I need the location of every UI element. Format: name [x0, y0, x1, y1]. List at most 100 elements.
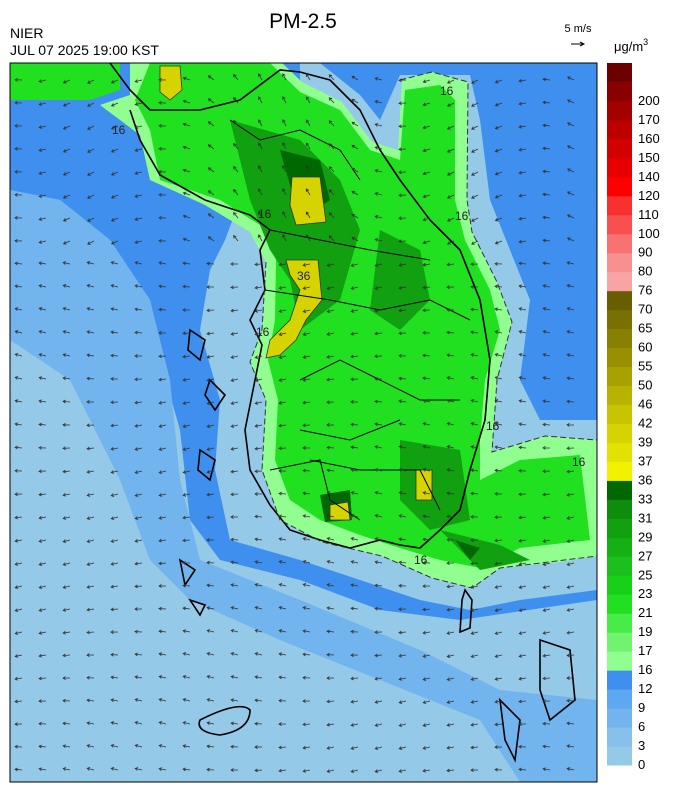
wind-arrow: [566, 492, 575, 497]
wind-arrow: [62, 562, 71, 566]
wind-arrow: [326, 400, 335, 405]
wind-arrow: [518, 538, 527, 543]
wind-arrow: [206, 470, 215, 474]
wind-field: [14, 73, 575, 773]
wind-arrow: [494, 79, 503, 84]
wind-arrow: [207, 236, 215, 242]
wind-arrow: [282, 73, 287, 81]
wind-arrow: [38, 194, 47, 198]
wind-arrow: [326, 722, 335, 727]
wind-arrow: [62, 194, 71, 199]
wind-arrow: [207, 167, 215, 173]
wind-arrow: [422, 217, 431, 222]
contour-label: 16: [572, 455, 586, 469]
wind-arrow: [542, 77, 551, 82]
wind-arrow: [398, 331, 407, 336]
wind-arrow: [566, 562, 575, 566]
wind-arrow: [446, 537, 455, 542]
wind-arrow: [518, 422, 527, 427]
wind-arrow: [158, 377, 167, 382]
wind-arrow: [86, 400, 95, 404]
colorbar-segment: [607, 613, 632, 633]
wind-arrow: [494, 261, 503, 266]
wind-arrow: [110, 767, 119, 771]
wind-arrow: [326, 746, 335, 750]
wind-arrow: [110, 79, 119, 84]
wind-arrow: [62, 630, 71, 635]
wind-arrow: [14, 538, 23, 543]
wind-arrow: [258, 73, 263, 81]
wind-arrow: [328, 143, 335, 150]
contour-label: 16: [112, 123, 126, 137]
wind-arrow: [422, 607, 431, 612]
wind-arrow: [494, 515, 503, 520]
wind-arrow: [230, 515, 239, 519]
wind-arrow: [86, 307, 95, 311]
wind-arrow: [350, 699, 359, 704]
wind-arrow: [206, 744, 215, 749]
wind-arrow: [518, 376, 527, 380]
wind-arrow: [14, 631, 23, 635]
wind-arrow: [86, 607, 95, 612]
wind-arrow: [422, 468, 431, 472]
colorbar-label: 16: [638, 662, 652, 677]
wind-arrow: [134, 217, 143, 221]
wind-arrow: [110, 652, 119, 657]
wind-arrow: [87, 194, 95, 199]
wind-arrow: [206, 560, 215, 565]
wind-arrow: [494, 745, 503, 749]
wind-arrow: [182, 652, 191, 656]
wind-arrow: [134, 354, 143, 358]
colorbar-label: 37: [638, 453, 652, 468]
wind-arrow: [494, 608, 503, 612]
wind-arrow: [233, 211, 239, 219]
wind-arrow: [494, 654, 503, 658]
wind-arrow: [14, 192, 23, 197]
colorbar-segment: [607, 689, 632, 709]
wind-arrow: [328, 74, 335, 81]
colorbar-segment: [607, 404, 632, 424]
wind-arrow: [566, 653, 575, 658]
wind-arrow: [398, 514, 407, 518]
wind-arrow: [206, 285, 215, 289]
wind-arrow: [518, 608, 527, 612]
wind-arrow: [14, 608, 23, 612]
wind-arrow: [14, 77, 23, 82]
wind-arrow: [446, 468, 455, 472]
wind-arrow: [62, 653, 71, 658]
wind-arrow: [542, 261, 551, 266]
wind-arrow: [134, 561, 143, 566]
wind-arrow: [62, 125, 71, 130]
wind-arrow: [446, 285, 455, 290]
wind-arrow: [494, 376, 503, 380]
wind-arrow: [326, 309, 335, 313]
wind-arrow: [542, 376, 551, 380]
wind-arrow: [446, 330, 455, 335]
wind-arrow: [446, 125, 455, 130]
wind-arrow: [14, 215, 23, 220]
wind-arrow: [86, 284, 95, 288]
colorbar-label: 17: [638, 643, 652, 658]
wind-arrow: [282, 96, 287, 104]
map: 16 16 16 16 36 16 16 16 16: [9, 62, 598, 783]
colorbar-label: 70: [638, 302, 652, 317]
wind-arrow: [398, 422, 407, 426]
wind-arrow: [518, 124, 527, 129]
colorbar-segment: [607, 271, 632, 292]
colorbar-segment: [607, 157, 632, 178]
wind-arrow: [158, 744, 167, 748]
wind-arrow: [518, 261, 527, 266]
wind-arrow: [182, 629, 191, 633]
colorbar-label: 55: [638, 359, 652, 374]
wind-arrow: [566, 99, 575, 104]
wind-arrow: [14, 146, 23, 151]
wind-arrow: [350, 746, 359, 750]
wind-arrow: [282, 142, 287, 150]
wind-arrow: [278, 745, 287, 750]
wind-arrow: [542, 608, 551, 612]
wind-arrow: [518, 744, 527, 749]
wind-arrow: [258, 234, 263, 242]
wind-arrow: [38, 653, 47, 658]
wind-arrow: [374, 215, 383, 219]
wind-arrow: [494, 561, 503, 566]
